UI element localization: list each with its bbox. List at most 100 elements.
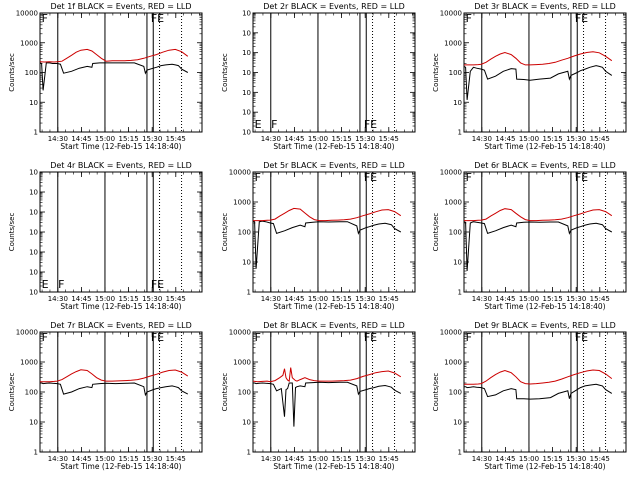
lld-series-line [464,369,613,385]
plot-frame [463,171,627,293]
lld-series-line [253,207,402,222]
x-tick-label: 15:30 [566,455,586,463]
x-tick-label: 14:30 [261,135,281,143]
y-tick-label: 1000 [20,39,38,47]
event-marker-label: F [255,171,261,184]
event-marker-label: F [42,331,48,344]
x-tick-label: 15:30 [142,135,162,143]
y-axis-label: Counts/sec [221,53,229,92]
y-tick-label: 1 [458,289,462,297]
event-marker-label: E [370,331,377,344]
y-tick-label: 10 [29,169,38,177]
y-tick-label: 100 [25,69,38,77]
y-tick-label: 10000 [16,329,38,337]
detector-panel: Det 5r BLACK = Events, RED = LLD Counts/s… [221,161,416,311]
x-tick-label: 14:30 [261,295,281,303]
y-tick-label: 100 [449,69,462,77]
x-tick-label: 15:30 [142,295,162,303]
y-tick-label: 1000 [444,199,462,207]
y-tick-label: 1000 [233,199,251,207]
detector-panel: Det 7r BLACK = Events, RED = LLD Counts/s… [8,321,203,471]
detector-panel: Det 8r BLACK = Events, RED = LLD Counts/s… [221,321,416,471]
y-tick-label: 1 [458,129,462,137]
x-axis-label: Start Time (12-Feb-15 14:18:40) [484,302,605,311]
y-tick-label: 100 [238,229,251,237]
y-tick-label: 10 [29,419,38,427]
plot-frame [463,331,627,453]
x-tick-label: 15:00 [308,135,328,143]
x-tick-label: 15:00 [519,135,539,143]
y-tick-label: 10000 [440,329,462,337]
lld-series-line [252,367,402,383]
x-axis-label: Start Time (12-Feb-15 14:18:40) [484,462,605,471]
y-tick-label: 10 [29,229,38,237]
y-tick-label: 10 [29,99,38,107]
x-tick-label: 15:00 [308,455,328,463]
lld-series-line [39,48,189,63]
y-tick-label: 1 [458,449,462,457]
x-tick-label: 15:30 [566,135,586,143]
plot-frame [39,331,203,453]
lld-series-line [40,369,189,383]
y-tick-label: 10000 [229,329,251,337]
detector-panel: Det 6r BLACK = Events, RED = LLD Counts/s… [432,161,627,311]
y-tick-label: 10 [242,69,251,77]
y-tick-label: 100 [449,389,462,397]
x-axis-label: Start Time (12-Feb-15 14:18:40) [273,302,394,311]
x-tick-label: 14:30 [48,455,68,463]
x-axis-label: Start Time (12-Feb-15 14:18:40) [484,142,605,151]
events-series-line [463,65,613,100]
x-tick-label: 14:45 [284,135,304,143]
y-tick-label: 1 [247,449,251,457]
x-tick-label: 14:30 [48,295,68,303]
event-marker-label: E [370,171,377,184]
x-tick-label: 15:45 [590,295,610,303]
event-marker-label: F [42,12,48,25]
x-tick-label: 15:00 [95,135,115,143]
y-tick-label: 10000 [440,169,462,177]
y-tick-label: 10 [242,259,251,267]
x-tick-label: 15:00 [308,295,328,303]
panel-title: Det 1f BLACK = Events, RED = LLD [50,2,191,11]
y-tick-label: 10 [29,249,38,257]
y-axis-label: Counts/sec [432,213,440,252]
x-tick-label: 14:30 [472,455,492,463]
y-tick-label: 10 [453,419,462,427]
x-tick-label: 15:15 [119,455,139,463]
x-tick-label: 15:00 [519,455,539,463]
x-tick-label: 15:15 [543,135,563,143]
y-tick-label: 10 [29,209,38,217]
events-series-line [40,382,189,397]
x-tick-label: 14:45 [495,295,515,303]
y-tick-label: 10 [29,289,38,297]
plot-frame [463,12,627,133]
detector-panel: Det 9r BLACK = Events, RED = LLD Counts/s… [432,321,627,471]
y-tick-label: 100 [238,389,251,397]
event-marker-label: E [370,118,377,131]
x-tick-label: 14:45 [71,135,91,143]
x-tick-label: 14:30 [261,455,281,463]
event-marker-label: F [58,278,64,291]
y-tick-label: 10 [242,29,251,37]
event-marker-label: F [575,12,581,25]
y-axis-label: Counts/sec [432,373,440,412]
event-marker-label: F [466,171,472,184]
y-tick-label: 1000 [444,359,462,367]
event-marker-label: F [255,331,261,344]
x-tick-label: 15:45 [166,455,186,463]
y-tick-label: 10000 [229,169,251,177]
event-marker-label: E [581,12,588,25]
x-tick-label: 15:30 [142,455,162,463]
event-marker-label: E [581,331,588,344]
x-tick-label: 15:00 [95,455,115,463]
event-marker-label: E [581,171,588,184]
detector-panel: Det 3r BLACK = Events, RED = LLD Counts/s… [432,2,627,151]
y-tick-label: 10 [242,49,251,57]
event-marker-label: F [271,118,277,131]
x-axis-label: Start Time (12-Feb-15 14:18:40) [273,462,394,471]
event-marker-label: E [157,331,164,344]
y-tick-label: 10 [242,129,251,137]
lld-series-line [464,208,613,222]
plot-frame [39,12,203,133]
